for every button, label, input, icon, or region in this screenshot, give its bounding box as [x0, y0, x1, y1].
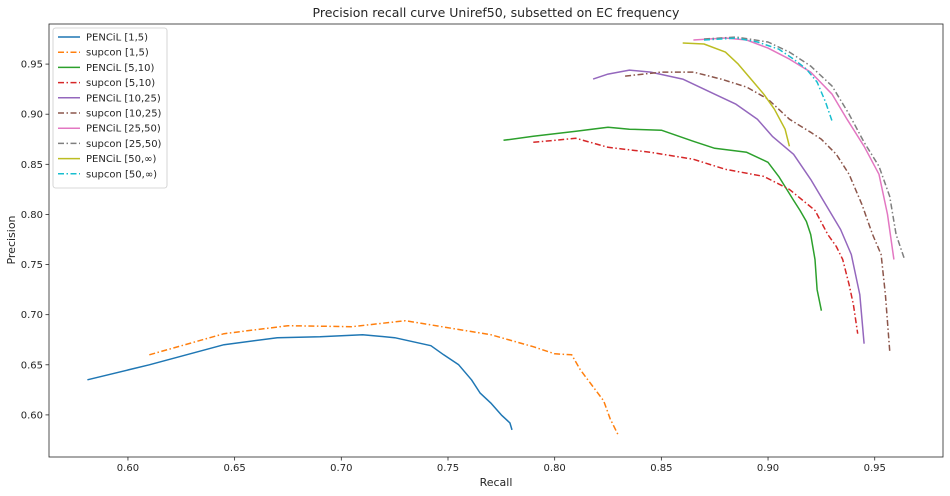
- y-tick-label-6: 0.90: [21, 110, 43, 121]
- series-line-4: [592, 69, 865, 344]
- x-tick-label-5: 0.85: [650, 463, 672, 474]
- y-tick-label-7: 0.95: [21, 60, 43, 71]
- legend-label-0: PENCiL [1,5): [86, 33, 148, 44]
- legend-label-9: supcon [50,∞): [86, 169, 157, 180]
- series-line-0: [87, 333, 513, 431]
- series-line-7: [703, 36, 906, 260]
- series-line-9: [703, 37, 833, 122]
- x-axis-title: Recall: [480, 476, 513, 489]
- x-axis-ticks: 0.60 0.65 0.70 0.75 0.80 0.85 0.90 0.95: [117, 457, 886, 474]
- y-tick-label-0: 0.60: [21, 410, 43, 421]
- chart-title: Precision recall curve Uniref50, subsett…: [313, 5, 681, 20]
- series-line-3: [533, 137, 859, 334]
- legend-label-2: PENCiL [5,10): [86, 63, 155, 74]
- legend-label-5: supcon [10,25): [86, 109, 162, 120]
- x-tick-label-1: 0.65: [223, 463, 245, 474]
- legend-label-6: PENCiL [25,50): [86, 124, 161, 135]
- legend-label-7: supcon [25,50): [86, 139, 162, 150]
- series-line-8: [682, 42, 791, 147]
- legend-label-8: PENCiL [50,∞): [86, 154, 156, 165]
- series-layer: [87, 36, 906, 437]
- y-tick-label-5: 0.85: [21, 160, 43, 171]
- legend: PENCiL [1,5) supcon [1,5) PENCiL [5,10) sup…: [52, 27, 168, 189]
- series-line-1: [149, 319, 620, 437]
- legend-label-1: supcon [1,5): [86, 48, 149, 59]
- legend-label-3: supcon [5,10): [86, 78, 155, 89]
- legend-box: [52, 27, 168, 189]
- series-line-2: [503, 126, 823, 311]
- legend-label-4: PENCiL [10,25): [86, 93, 161, 104]
- x-tick-label-4: 0.80: [544, 463, 566, 474]
- y-axis-title: Precision: [5, 215, 18, 264]
- y-axis-ticks: 0.60 0.65 0.70 0.75 0.80 0.85 0.90 0.95: [21, 60, 49, 421]
- y-tick-label-4: 0.80: [21, 210, 43, 221]
- y-tick-label-2: 0.70: [21, 310, 43, 321]
- y-tick-label-1: 0.65: [21, 360, 43, 371]
- x-tick-label-0: 0.60: [117, 463, 139, 474]
- x-tick-label-7: 0.95: [864, 463, 886, 474]
- series-line-5: [625, 71, 891, 351]
- x-tick-label-6: 0.90: [757, 463, 779, 474]
- plot-frame: [48, 23, 944, 458]
- y-tick-label-3: 0.75: [21, 260, 43, 271]
- x-tick-label-2: 0.70: [330, 463, 352, 474]
- x-tick-label-3: 0.75: [437, 463, 459, 474]
